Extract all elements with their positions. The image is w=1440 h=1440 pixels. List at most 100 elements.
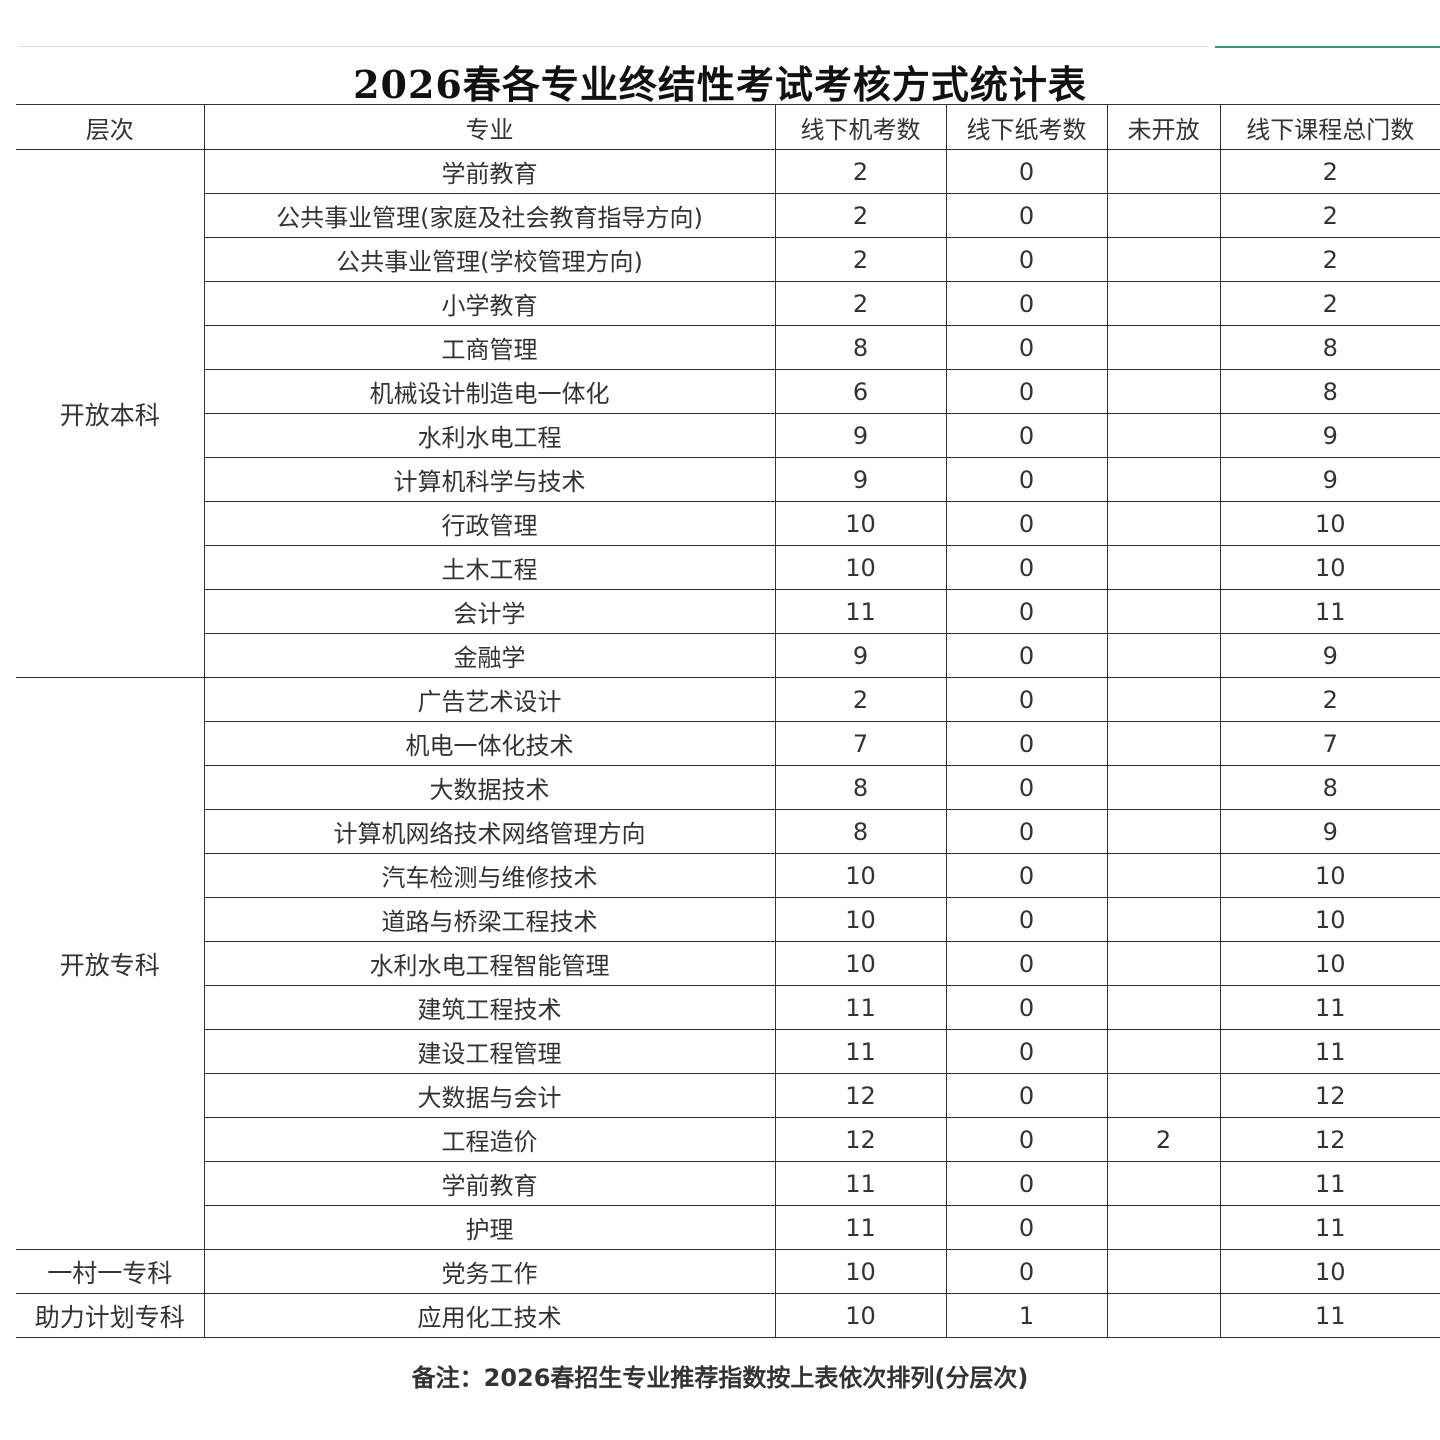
major-cell: 水利水电工程智能管理	[204, 941, 776, 986]
machine-exam-cell: 7	[774, 721, 947, 766]
table-row: 土木工程 10 0 10	[16, 545, 1440, 590]
paper-exam-cell: 0	[945, 325, 1108, 370]
paper-exam-cell: 0	[945, 941, 1108, 986]
major-cell: 工程造价	[204, 1117, 776, 1162]
paper-exam-cell: 0	[945, 457, 1108, 502]
table-row: 学前教育 11 0 11	[16, 1161, 1440, 1206]
machine-exam-cell: 9	[774, 413, 947, 458]
not-open-cell	[1106, 677, 1221, 722]
not-open-cell: 2	[1106, 1117, 1221, 1162]
total-cell: 11	[1219, 1293, 1440, 1338]
table-row: 行政管理 10 0 10	[16, 501, 1440, 546]
not-open-cell	[1106, 457, 1221, 502]
not-open-cell	[1106, 721, 1221, 766]
not-open-cell	[1106, 589, 1221, 634]
machine-exam-cell: 2	[774, 193, 947, 238]
not-open-cell	[1106, 985, 1221, 1030]
machine-exam-cell: 8	[774, 765, 947, 810]
paper-exam-cell: 0	[945, 1249, 1108, 1294]
total-cell: 11	[1219, 985, 1440, 1030]
total-cell: 10	[1219, 897, 1440, 942]
table-row: 工程造价 12 0 2 12	[16, 1117, 1440, 1162]
table-row: 会计学 11 0 11	[16, 589, 1440, 634]
table-row: 道路与桥梁工程技术 10 0 10	[16, 897, 1440, 942]
major-cell: 大数据技术	[204, 765, 776, 810]
level-cell: 助力计划专科	[16, 1293, 205, 1338]
machine-exam-cell: 10	[774, 897, 947, 942]
top-rule	[18, 46, 1208, 47]
machine-exam-cell: 10	[774, 545, 947, 590]
total-cell: 10	[1219, 501, 1440, 546]
paper-exam-cell: 0	[945, 237, 1108, 282]
machine-exam-cell: 8	[774, 809, 947, 854]
machine-exam-cell: 10	[774, 501, 947, 546]
machine-exam-cell: 2	[774, 237, 947, 282]
exam-statistics-table: 层次 专业 线下机考数 线下纸考数 未开放 线下课程总门数 开放本科 学前教育 2 0…	[16, 104, 1440, 1338]
machine-exam-cell: 10	[774, 1249, 947, 1294]
table-row: 工商管理 8 0 8	[16, 325, 1440, 370]
major-cell: 金融学	[204, 633, 776, 678]
paper-exam-cell: 0	[945, 809, 1108, 854]
not-open-cell	[1106, 941, 1221, 986]
major-cell: 工商管理	[204, 325, 776, 370]
major-cell: 小学教育	[204, 281, 776, 326]
not-open-cell	[1106, 1249, 1221, 1294]
machine-exam-cell: 11	[774, 1029, 947, 1074]
machine-exam-cell: 9	[774, 633, 947, 678]
paper-exam-cell: 0	[945, 281, 1108, 326]
paper-exam-cell: 0	[945, 369, 1108, 414]
not-open-cell	[1106, 369, 1221, 414]
not-open-cell	[1106, 1293, 1221, 1338]
not-open-cell	[1106, 237, 1221, 282]
total-cell: 9	[1219, 633, 1440, 678]
major-cell: 应用化工技术	[203, 1293, 776, 1338]
machine-exam-cell: 8	[774, 325, 947, 370]
major-cell: 机电一体化技术	[204, 721, 776, 766]
not-open-cell	[1106, 149, 1221, 194]
total-cell: 10	[1219, 1249, 1440, 1294]
total-cell: 9	[1219, 413, 1440, 458]
table-header-row: 层次 专业 线下机考数 线下纸考数 未开放 线下课程总门数	[16, 104, 1440, 150]
machine-exam-cell: 11	[774, 1161, 947, 1206]
level-cell: 开放专科	[16, 677, 205, 1250]
major-cell: 公共事业管理(学校管理方向)	[204, 237, 776, 282]
total-cell: 12	[1219, 1073, 1440, 1118]
major-cell: 行政管理	[204, 501, 776, 546]
major-cell: 公共事业管理(家庭及社会教育指导方向)	[204, 193, 776, 238]
not-open-cell	[1106, 853, 1221, 898]
total-cell: 10	[1219, 853, 1440, 898]
table-row: 水利水电工程智能管理 10 0 10	[16, 941, 1440, 986]
paper-exam-cell: 0	[945, 501, 1108, 546]
total-cell: 11	[1219, 1205, 1440, 1250]
machine-exam-cell: 12	[774, 1117, 947, 1162]
major-cell: 机械设计制造电一体化	[204, 369, 776, 414]
paper-exam-cell: 0	[945, 1073, 1108, 1118]
table-row: 机械设计制造电一体化 6 0 8	[16, 369, 1440, 414]
table-row: 建设工程管理 11 0 11	[16, 1029, 1440, 1074]
paper-exam-cell: 0	[945, 1161, 1108, 1206]
level-cell: 开放本科	[16, 149, 205, 678]
footnote: 备注：2026春招生专业推荐指数按上表依次排列(分层次)	[411, 1364, 1029, 1392]
total-cell: 2	[1219, 677, 1440, 722]
major-cell: 广告艺术设计	[203, 677, 776, 722]
total-cell: 8	[1219, 369, 1440, 414]
table-row: 建筑工程技术 11 0 11	[16, 985, 1440, 1030]
not-open-cell	[1106, 897, 1221, 942]
table-row: 公共事业管理(学校管理方向) 2 0 2	[16, 237, 1440, 282]
total-cell: 11	[1219, 1161, 1440, 1206]
table-row: 汽车检测与维修技术 10 0 10	[16, 853, 1440, 898]
table-row: 护理 11 0 11	[16, 1205, 1440, 1250]
paper-exam-cell: 0	[945, 985, 1108, 1030]
header-not-open: 未开放	[1106, 104, 1221, 150]
paper-exam-cell: 0	[945, 193, 1108, 238]
machine-exam-cell: 2	[774, 281, 947, 326]
machine-exam-cell: 9	[774, 457, 947, 502]
paper-exam-cell: 0	[945, 1117, 1108, 1162]
not-open-cell	[1106, 1029, 1221, 1074]
not-open-cell	[1106, 633, 1221, 678]
total-cell: 12	[1219, 1117, 1440, 1162]
machine-exam-cell: 2	[774, 677, 947, 722]
major-cell: 土木工程	[204, 545, 776, 590]
major-cell: 护理	[204, 1205, 776, 1250]
not-open-cell	[1106, 501, 1221, 546]
